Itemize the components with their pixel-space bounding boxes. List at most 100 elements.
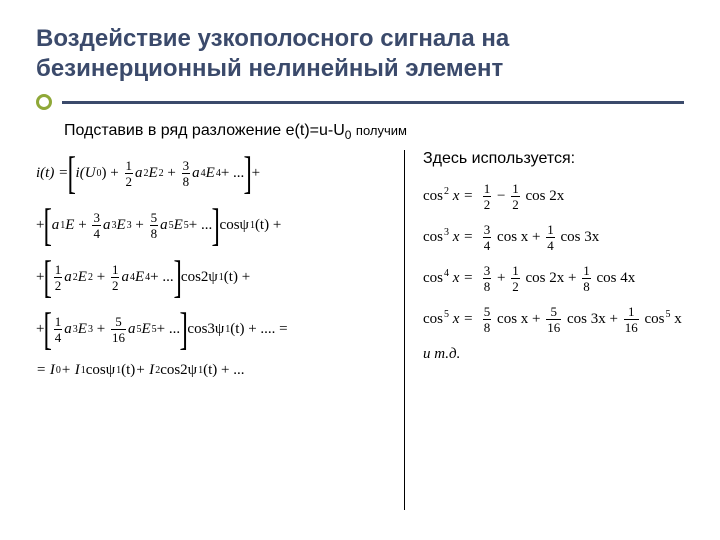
c: a	[64, 321, 72, 338]
eq1-trail: +	[252, 165, 260, 182]
plus: +	[164, 165, 180, 182]
eq-row-2: + [ a1E + 34 a3E3 + 58 a5E5 + ... ] cosψ…	[36, 202, 396, 248]
plus: +	[93, 321, 109, 338]
p2: + I	[135, 362, 154, 379]
dots: + ...	[150, 269, 173, 286]
t: cos 3x	[561, 229, 600, 245]
v: E	[141, 321, 150, 338]
frac: 34	[483, 223, 492, 252]
op: +	[532, 311, 544, 327]
frac: 58	[150, 211, 159, 240]
d: 4	[483, 239, 492, 252]
frac: 34	[92, 211, 101, 240]
n: 1	[582, 264, 591, 277]
c: a	[160, 217, 168, 234]
intro-suffix: получим	[356, 123, 407, 138]
d: 8	[483, 280, 492, 293]
title-line-2: безинерционный нелинейный элемент	[36, 55, 503, 82]
lbracket-icon: [	[44, 202, 52, 248]
frac: 12	[54, 263, 63, 292]
v: E	[135, 269, 144, 286]
t: cos 2x	[526, 270, 565, 286]
m: cos3ψ	[187, 321, 224, 338]
right-heading: Здесь используется:	[423, 150, 684, 168]
content-columns: i(t) = [ i(U0) + 12 a2E2 + 38 a4E4 + ...…	[36, 150, 684, 510]
t: cos 2x	[526, 188, 565, 204]
eq1-t1a: i(U	[76, 165, 96, 182]
v: E	[116, 217, 125, 234]
plus: +	[74, 217, 90, 234]
slide: Воздействие узкополосного сигнала на без…	[0, 0, 720, 540]
d: 16	[624, 321, 639, 334]
intro-text: Подставив в ряд разложение e(t)=u-U0 пол…	[64, 122, 684, 142]
n: 3	[92, 211, 101, 224]
frac: 12	[511, 182, 520, 211]
m: cos2ψ	[181, 269, 218, 286]
frac: 58	[483, 305, 492, 334]
v: E	[206, 165, 215, 182]
op: +	[568, 270, 580, 286]
frac: 14	[54, 315, 63, 344]
op: +	[532, 229, 544, 245]
identity-3: cos4 x = 38 + 12 cos 2x + 18 cos 4x	[423, 264, 684, 293]
dots: + ...	[157, 321, 180, 338]
eq-row-4: + [ 14 a3E3 + 516 a5E5 + ... ] cos3ψ1(t)…	[36, 306, 396, 352]
identity-etc: и т.д.	[423, 346, 684, 363]
p1: + I	[61, 362, 80, 379]
frac: 116	[624, 305, 639, 334]
plus: +	[107, 165, 123, 182]
d: 2	[111, 279, 120, 292]
dots: + ...	[221, 165, 244, 182]
op: +	[497, 270, 509, 286]
n: 3	[182, 159, 191, 172]
rbracket-icon: ]	[212, 202, 220, 248]
n: 5	[550, 305, 559, 318]
frac: 14	[546, 223, 555, 252]
d: 16	[111, 331, 126, 344]
n: 5	[150, 211, 159, 224]
m2: cos2ψ	[160, 362, 197, 379]
c: a	[135, 165, 143, 182]
n: 5	[483, 305, 492, 318]
op: +	[610, 311, 622, 327]
op: −	[497, 188, 509, 204]
n: 1	[511, 264, 520, 277]
title-line-1: Воздействие узкополосного сигнала на	[36, 25, 509, 52]
n: 1	[511, 182, 520, 195]
identity-2: cos3 x = 34 cos x + 14 cos 3x	[423, 223, 684, 252]
v: E	[174, 217, 183, 234]
d: 4	[546, 239, 555, 252]
a2: (t) + ...	[203, 362, 244, 379]
d: 8	[150, 227, 159, 240]
v: E	[78, 269, 87, 286]
right-identities: Здесь используется: cos2 x = 12 − 12 cos…	[404, 150, 684, 510]
c: a	[52, 217, 60, 234]
lbracket-icon: [	[44, 306, 52, 352]
plus: +	[93, 269, 109, 286]
ma: (t) +	[255, 217, 281, 234]
title-divider	[36, 94, 684, 110]
c: a	[121, 269, 129, 286]
t: cos 4x	[596, 270, 635, 286]
a1: (t)	[121, 362, 135, 379]
n: 1	[627, 305, 636, 318]
t: x	[670, 311, 681, 327]
frac: 38	[483, 264, 492, 293]
eq2-body: a1E + 34 a3E3 + 58 a5E5 + ...	[52, 211, 212, 240]
left-equations: i(t) = [ i(U0) + 12 a2E2 + 38 a4E4 + ...…	[36, 150, 404, 510]
eq4-body: 14 a3E3 + 516 a5E5 + ...	[52, 315, 180, 344]
c: a	[192, 165, 200, 182]
rbracket-icon: ]	[180, 306, 188, 352]
d: 2	[54, 279, 63, 292]
frac: 38	[182, 159, 191, 188]
frac: 18	[582, 264, 591, 293]
v: E	[149, 165, 158, 182]
ma: (t) + .... =	[230, 321, 287, 338]
l: = I	[36, 362, 55, 379]
n: 1	[54, 315, 63, 328]
lbracket-icon: [	[68, 150, 76, 196]
slide-title: Воздействие узкополосного сигнала на без…	[36, 24, 684, 84]
eq-row-5: = I0 + I1 cosψ1(t) + I2 cos2ψ1(t) + ...	[36, 358, 396, 382]
n: 5	[114, 315, 123, 328]
n: 1	[54, 263, 63, 276]
